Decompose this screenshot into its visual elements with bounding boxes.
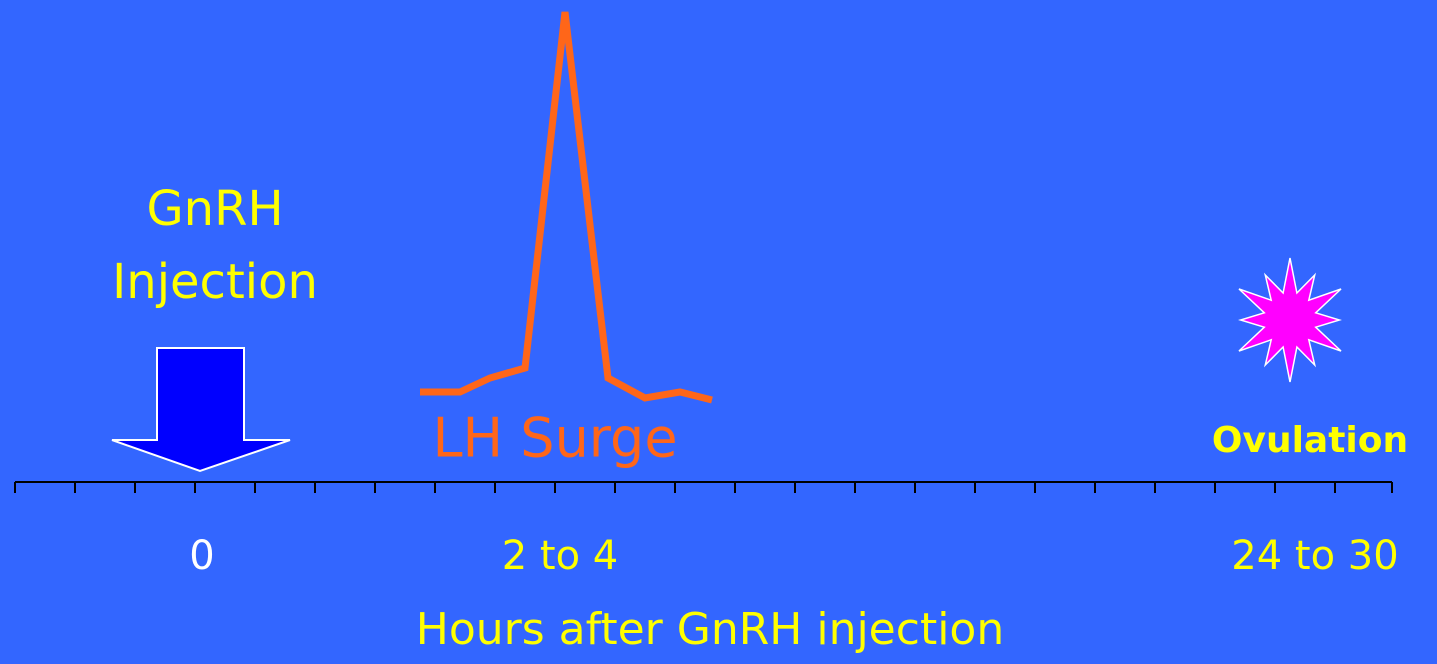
lh-surge-label: LH Surge — [432, 407, 677, 470]
gnrh-label: GnRH — [146, 181, 283, 237]
axis-title: Hours after GnRH injection — [416, 604, 1004, 655]
ovulation-burst — [1238, 257, 1342, 383]
lh-surge-curve — [420, 11, 713, 404]
ovulation-label: Ovulation — [1212, 420, 1408, 461]
timeline — [14, 481, 1393, 493]
tick-label: 2 to 4 — [502, 533, 618, 579]
tick-label: 24 to 30 — [1231, 533, 1398, 579]
injection-arrow — [111, 347, 291, 473]
injection-label: Injection — [112, 254, 318, 310]
tick-label: 0 — [189, 533, 214, 579]
